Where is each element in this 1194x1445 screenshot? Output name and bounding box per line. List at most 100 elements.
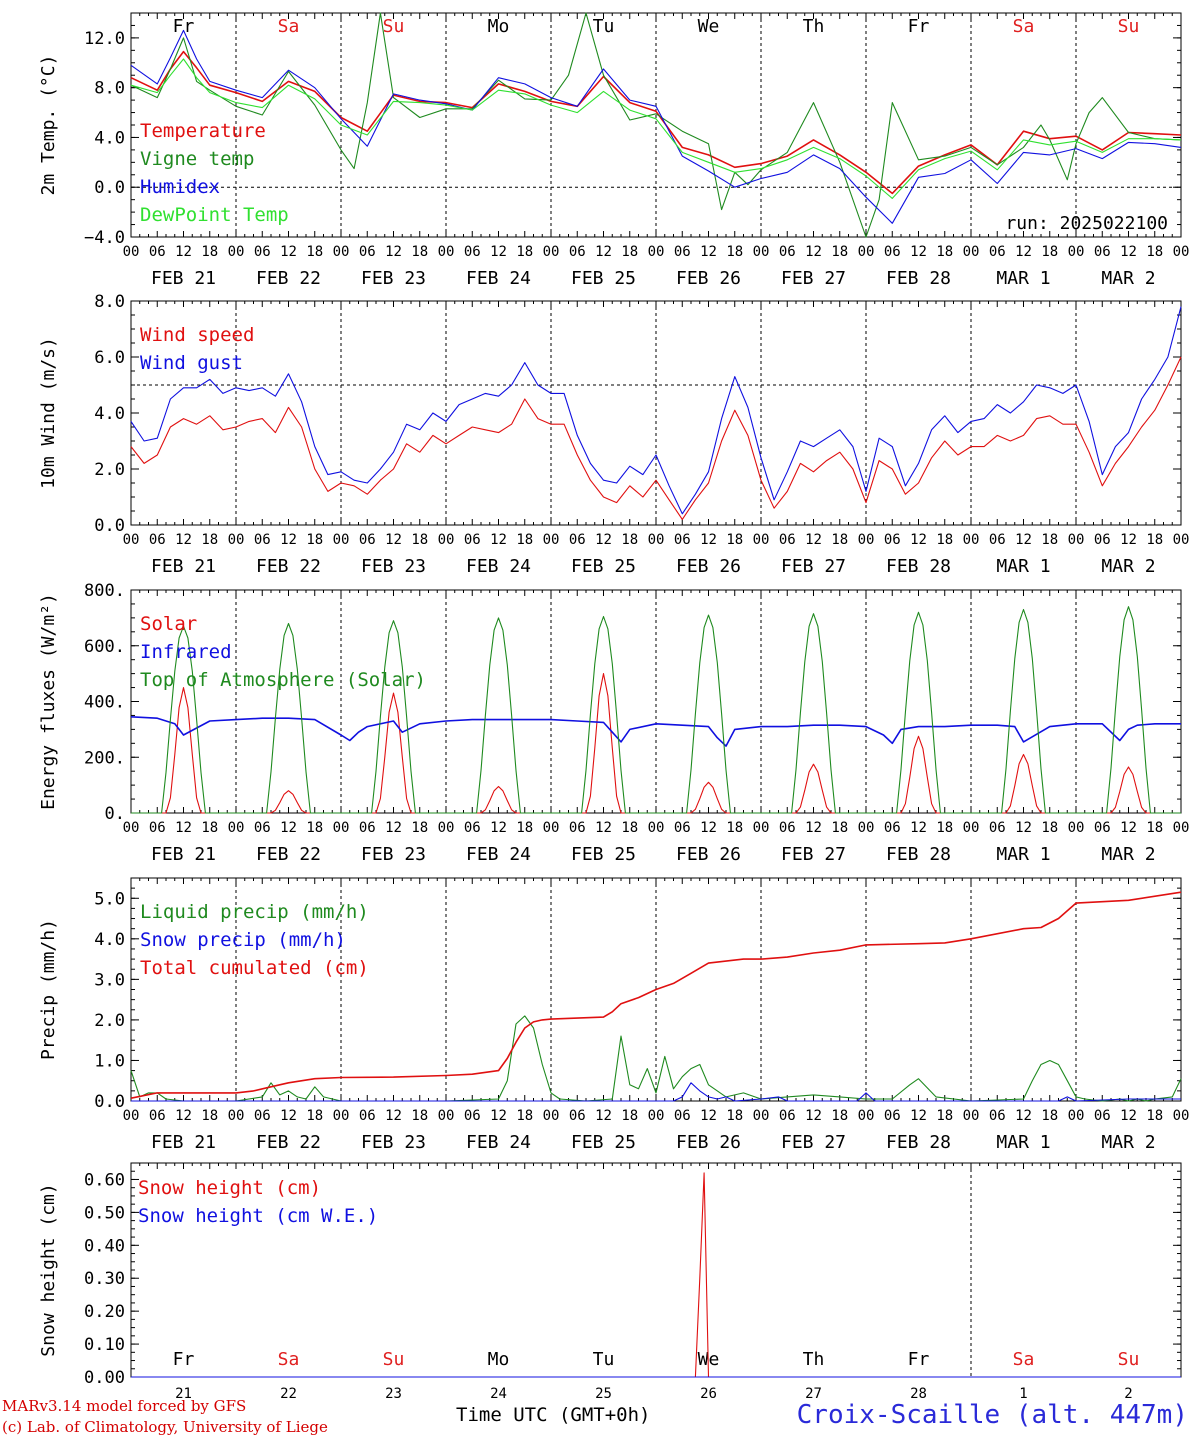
x-day-number: 28 xyxy=(910,1386,927,1402)
x-hour-label: 06 xyxy=(464,1108,481,1124)
x-date-label: MAR 2 xyxy=(1101,268,1155,289)
x-hour-label: 00 xyxy=(753,532,770,548)
model-credit: MARv3.14 model forced by GFS xyxy=(2,1397,247,1415)
x-hour-label: 12 xyxy=(385,244,402,260)
x-hour-label: 00 xyxy=(228,1108,245,1124)
x-date-label: FEB 21 xyxy=(151,268,216,289)
x-hour-label: 12 xyxy=(700,532,717,548)
x-hour-label: 06 xyxy=(359,244,376,260)
x-hour-label: 12 xyxy=(490,820,507,836)
x-hour-label: 18 xyxy=(306,532,323,548)
x-hour-label: 18 xyxy=(411,820,428,836)
x-hour-label: 06 xyxy=(569,1108,586,1124)
x-hour-label: 12 xyxy=(490,244,507,260)
series-line-3 xyxy=(130,891,1182,1099)
x-hour-label: 18 xyxy=(1146,244,1163,260)
x-hour-label: 12 xyxy=(385,1108,402,1124)
x-hour-label: 00 xyxy=(543,532,560,548)
chart-panel-1: −4.0 0.0 4.0 8.0 12.0 2m Temp. (°C) 00 06 12 18 00… xyxy=(38,12,1190,289)
x-date-label: FEB 24 xyxy=(466,268,531,289)
x-hour-label: 12 xyxy=(490,532,507,548)
x-date-label: FEB 24 xyxy=(466,844,531,865)
y-tick-label: 0.0 xyxy=(94,516,125,536)
y-tick-label: 8.0 xyxy=(94,292,125,312)
day-name: Tu xyxy=(593,1349,615,1370)
y-tick-label: 200. xyxy=(84,748,125,768)
day-name: Su xyxy=(383,1349,405,1370)
x-hour-label: 00 xyxy=(1068,244,1085,260)
x-date-label: FEB 23 xyxy=(361,556,426,577)
x-hour-label: 00 xyxy=(333,244,350,260)
day-name: Tu xyxy=(593,16,615,37)
x-day-number: 25 xyxy=(595,1386,612,1402)
series-line-1 xyxy=(130,356,1182,520)
day-name: Sa xyxy=(1013,1349,1035,1370)
x-hour-label: 12 xyxy=(910,1108,927,1124)
day-name: Mo xyxy=(488,16,510,37)
x-date-label: FEB 22 xyxy=(256,556,321,577)
chart-panel-4: 0.0 1.0 2.0 3.0 4.0 5.0 Precip (mm/h) 00 06 12 18 0… xyxy=(38,877,1189,1153)
x-hour-label: 00 xyxy=(333,820,350,836)
series-line-1 xyxy=(131,1172,1181,1378)
day-name: Su xyxy=(1118,1349,1140,1370)
y-axis-label: 2m Temp. (°C) xyxy=(38,55,59,196)
x-date-label: FEB 28 xyxy=(886,844,951,865)
y-tick-label: 400. xyxy=(84,693,125,713)
legend-entry: Vigne temp xyxy=(140,148,254,170)
y-tick-label: 800. xyxy=(84,581,125,601)
time-axis-label: Time UTC (GMT+0h) xyxy=(456,1404,651,1426)
x-hour-label: 18 xyxy=(1146,532,1163,548)
x-hour-label: 12 xyxy=(280,1108,297,1124)
x-hour-label: 00 xyxy=(1173,244,1190,260)
x-hour-label: 18 xyxy=(726,1108,743,1124)
x-hour-label: 18 xyxy=(201,1108,218,1124)
x-hour-label: 18 xyxy=(831,244,848,260)
day-name: Th xyxy=(803,1349,825,1370)
x-hour-label: 06 xyxy=(254,1108,271,1124)
x-hour-label: 06 xyxy=(989,532,1006,548)
x-hour-label: 06 xyxy=(464,244,481,260)
legend-entry: Total cumulated (cm) xyxy=(140,957,369,979)
x-hour-label: 18 xyxy=(516,532,533,548)
x-hour-label: 12 xyxy=(700,1108,717,1124)
x-hour-label: 18 xyxy=(1146,1108,1163,1124)
x-hour-label: 12 xyxy=(175,1108,192,1124)
x-hour-label: 00 xyxy=(543,244,560,260)
x-hour-label: 18 xyxy=(726,820,743,836)
x-hour-label: 00 xyxy=(228,820,245,836)
day-name: Su xyxy=(1118,16,1140,37)
x-hour-label: 06 xyxy=(779,244,796,260)
legend-entry: Wind speed xyxy=(140,324,254,346)
x-hour-label: 00 xyxy=(333,532,350,548)
x-date-label: FEB 21 xyxy=(151,844,216,865)
series-line-1 xyxy=(130,1015,1182,1102)
x-hour-label: 00 xyxy=(543,1108,560,1124)
x-hour-label: 00 xyxy=(963,244,980,260)
x-hour-label: 12 xyxy=(1015,1108,1032,1124)
x-hour-label: 00 xyxy=(648,244,665,260)
x-hour-label: 18 xyxy=(1041,820,1058,836)
x-hour-label: 12 xyxy=(700,820,717,836)
x-hour-label: 18 xyxy=(831,820,848,836)
x-hour-label: 18 xyxy=(306,820,323,836)
y-tick-label: 3.0 xyxy=(94,970,125,990)
x-hour-label: 00 xyxy=(1068,1108,1085,1124)
day-name: Mo xyxy=(488,1349,510,1370)
legend-entry: Humidex xyxy=(140,176,220,198)
x-hour-label: 18 xyxy=(936,1108,953,1124)
x-hour-label: 12 xyxy=(280,244,297,260)
x-hour-label: 06 xyxy=(779,532,796,548)
day-name: Fr xyxy=(173,16,195,37)
y-tick-label: 4.0 xyxy=(94,404,125,424)
x-hour-label: 12 xyxy=(805,244,822,260)
x-date-label: FEB 27 xyxy=(781,1132,846,1153)
x-hour-label: 00 xyxy=(753,820,770,836)
x-hour-label: 18 xyxy=(621,1108,638,1124)
x-hour-label: 18 xyxy=(936,820,953,836)
legend-entry: Snow height (cm W.E.) xyxy=(138,1205,378,1227)
legend-entry: Infrared xyxy=(140,641,232,663)
x-hour-label: 18 xyxy=(306,1108,323,1124)
x-hour-label: 18 xyxy=(411,244,428,260)
